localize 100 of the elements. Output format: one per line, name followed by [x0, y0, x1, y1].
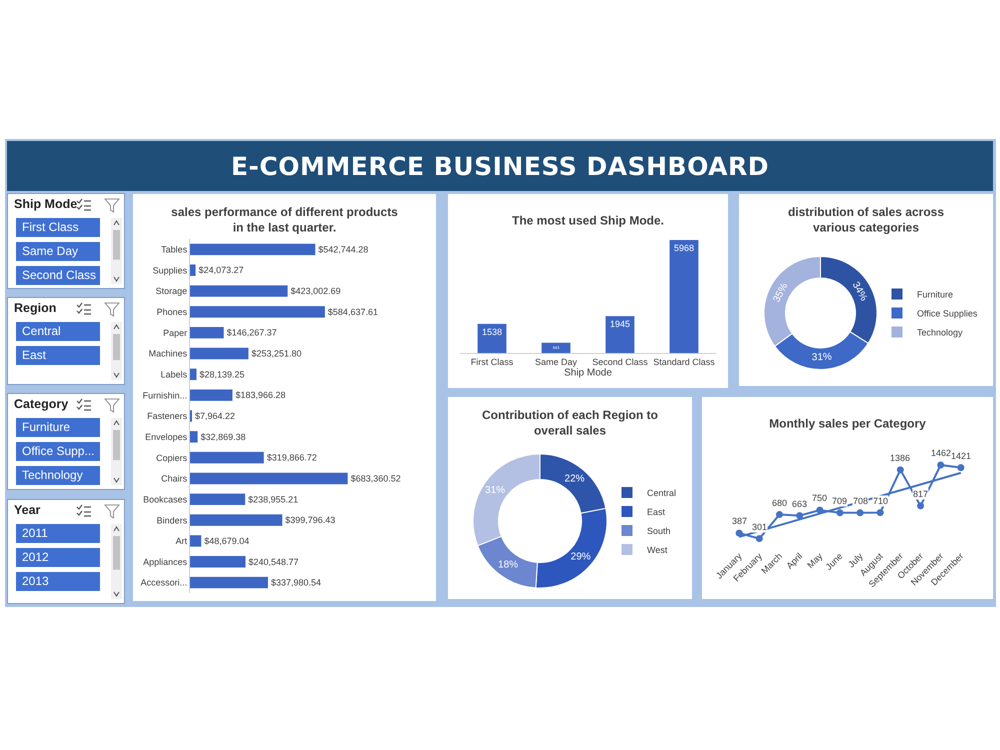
point [896, 466, 904, 474]
category-label: 2013 [16, 572, 100, 591]
legend-label: South [647, 526, 671, 536]
x-tick-label: May [805, 550, 825, 570]
data-label: 31% [812, 352, 832, 364]
bar [190, 389, 232, 401]
data-label: 387 [732, 516, 748, 526]
y-tick-label: Labels [160, 370, 188, 380]
point [836, 509, 844, 516]
data-label: 1462 [931, 448, 952, 458]
y-tick-label: Envelopes [145, 432, 188, 442]
y-tick-label: Phones [156, 307, 188, 318]
y-tick-label: Appliances [143, 556, 188, 567]
bar [478, 324, 506, 353]
point [937, 462, 944, 468]
y-tick-label: Binders [156, 515, 188, 526]
text: Region [14, 301, 56, 315]
data-label: 1386 [890, 453, 910, 463]
y-tick-label: Tables [161, 244, 188, 255]
bar [190, 285, 288, 297]
x-axis-title: Ship Mode [564, 367, 612, 378]
y-tick-label: Accessori... [140, 578, 188, 588]
y-tick-label: Storage [156, 286, 188, 296]
y-tick-label: Furnishin... [142, 390, 188, 400]
point [736, 530, 743, 537]
bar [190, 452, 264, 464]
x-tick-label: First Class [470, 356, 514, 367]
data-label: 29% [570, 551, 591, 562]
data-label: $24,073.27 [198, 265, 244, 276]
bar [190, 494, 246, 506]
legend-label: Furniture [917, 290, 954, 300]
data-label: 1421 [951, 451, 972, 461]
text: E-COMMERCE BUSINESS DASHBOARD [7, 141, 993, 191]
data-label: $183,966.28 [235, 390, 286, 400]
bar [190, 472, 348, 484]
text: Category [14, 397, 68, 411]
bar [190, 348, 248, 360]
data-label: 18% [498, 559, 518, 570]
bar [670, 240, 698, 353]
data-label: $319,866.72 [266, 452, 317, 463]
data-label: 5968 [674, 242, 694, 253]
data-label: 22% [564, 474, 585, 485]
legend-label: Technology [917, 328, 964, 338]
data-label: 35% [771, 281, 790, 304]
point [756, 535, 763, 542]
bar [542, 342, 570, 353]
data-label: $337,980.54 [271, 578, 322, 588]
bar [190, 535, 202, 547]
category-label: Central [16, 322, 100, 341]
chart-title: Monthly sales per Category [769, 416, 926, 430]
category-label: East [16, 346, 100, 365]
y-tick-label: Supplies [152, 265, 188, 276]
category-label: Technology [16, 466, 100, 485]
point [776, 511, 783, 518]
data-label: $32,869.38 [200, 432, 246, 442]
bar [190, 264, 196, 276]
data-label: 709 [832, 496, 848, 506]
bar [190, 514, 282, 526]
data-label: 1945 [610, 319, 630, 330]
point [876, 509, 884, 516]
bar [190, 368, 196, 380]
bar [190, 326, 224, 338]
x-tick-label: Standard Class [653, 356, 716, 367]
data-label: 708 [853, 496, 868, 506]
data-label: $28,139.25 [199, 369, 245, 380]
data-label: $542,744.28 [318, 244, 368, 254]
point [957, 464, 964, 472]
data-label: $7,964.22 [195, 411, 236, 421]
chart-title: Contribution of each Region to overall sales [482, 408, 658, 438]
data-label: 710 [873, 496, 888, 506]
y-tick-label: Paper [163, 328, 188, 338]
data-label: $240,548.77 [248, 556, 299, 567]
bar [190, 244, 316, 256]
data-label: 34% [850, 280, 870, 304]
data-label: 680 [772, 498, 788, 508]
legend-label: Office Supplies [917, 308, 978, 319]
category-label: Same Day [16, 242, 100, 261]
legend-label: East [647, 507, 666, 518]
legend-label: Central [647, 488, 676, 498]
bar [190, 556, 246, 568]
data-label: $48,679.04 [204, 536, 250, 546]
point [917, 502, 924, 510]
category-label: 2012 [16, 548, 100, 567]
x-tick-label: Same Day [534, 356, 578, 367]
data-label: 663 [792, 499, 808, 509]
x-tick-label: Second Class [592, 356, 648, 367]
point [856, 509, 864, 516]
point [796, 512, 804, 520]
data-label: $399,796.43 [285, 515, 336, 526]
y-tick-label: Art [176, 536, 188, 546]
category-label: Office Supp... [16, 442, 100, 461]
data-label: 301 [752, 522, 768, 532]
data-label: 750 [812, 493, 828, 503]
chart-title: distribution of sales across various categories [788, 205, 944, 235]
y-tick-label: Fasteners [147, 411, 188, 422]
y-tick-label: Chairs [161, 474, 188, 484]
category-label: Second Class [16, 266, 100, 285]
data-label: $146,267.37 [226, 328, 277, 338]
data-label: 1538 [482, 326, 502, 337]
legend-label: West [647, 545, 668, 556]
